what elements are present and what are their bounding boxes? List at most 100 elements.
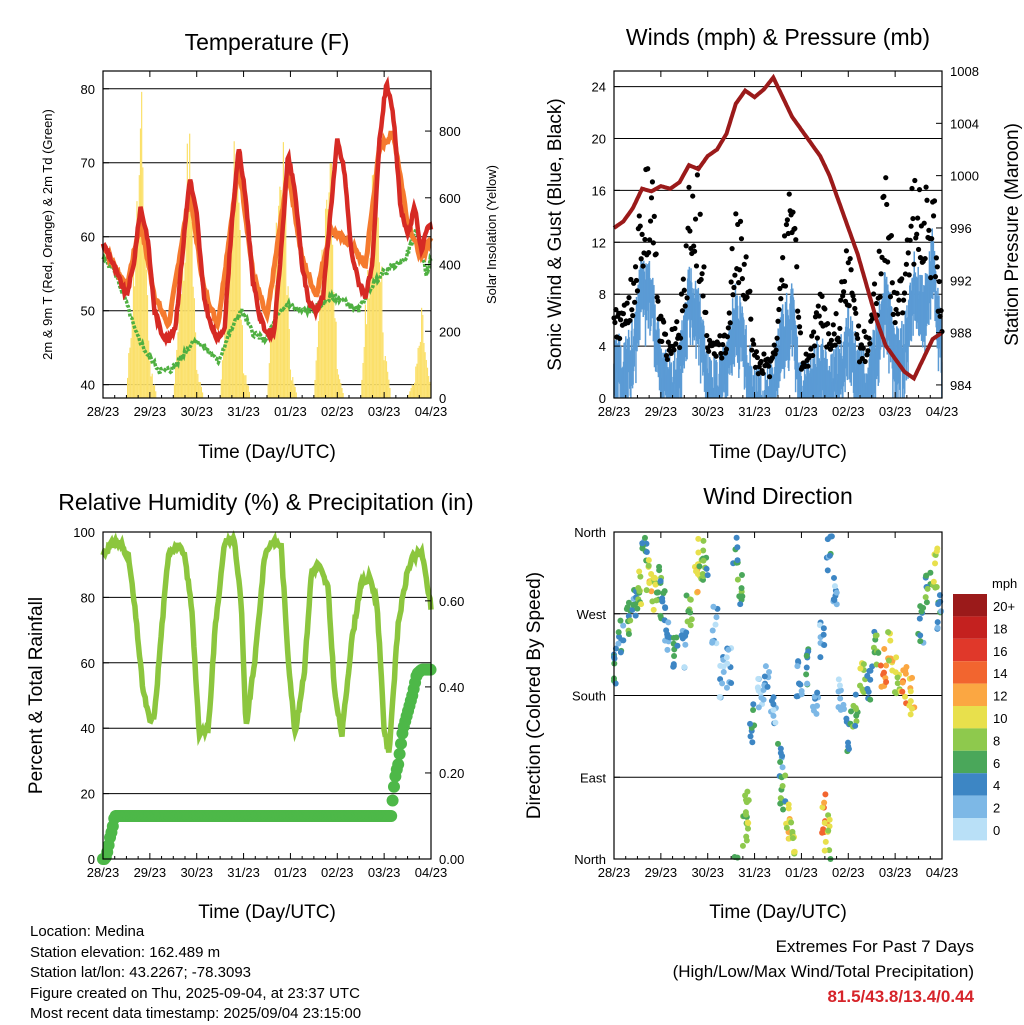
- wind-direction-point: [700, 547, 707, 554]
- chart-title: Wind Direction: [703, 483, 853, 509]
- gust-point: [841, 278, 848, 285]
- wind-direction-point: [617, 649, 624, 656]
- wind-direction-point: [738, 572, 745, 579]
- x-tick-label: 01/23: [274, 865, 307, 880]
- gust-point: [624, 300, 630, 306]
- wind-direction-point: [867, 696, 874, 703]
- gust-point: [845, 260, 851, 266]
- gust-point: [766, 363, 772, 369]
- wind-direction-point: [932, 560, 939, 567]
- wind-direction-point: [710, 603, 717, 610]
- gust-point: [678, 291, 685, 297]
- wind-direction-point: [670, 663, 677, 670]
- wind-direction-point: [924, 585, 931, 592]
- gust-point: [831, 331, 837, 337]
- gust-point: [651, 213, 657, 219]
- gust-point: [899, 276, 905, 282]
- wind-direction-point: [934, 619, 941, 626]
- wind-direction-point: [779, 782, 786, 789]
- gust-point: [628, 276, 634, 283]
- wind-direction-point: [653, 597, 660, 604]
- wind-direction-point: [734, 557, 741, 564]
- gust-point: [724, 334, 730, 340]
- wind-direction-point: [695, 535, 702, 542]
- gust-point: [700, 293, 706, 299]
- wind-direction-point: [744, 819, 751, 826]
- precip-point: [386, 794, 399, 807]
- y2-tick-label: 800: [439, 124, 461, 139]
- gust-point: [900, 310, 906, 316]
- colorbar-label: 12: [993, 689, 1007, 704]
- gust-point: [810, 352, 816, 359]
- wind-direction-point: [789, 835, 796, 842]
- wind-direction-point: [824, 567, 831, 574]
- gust-point: [679, 308, 686, 314]
- wind-direction-point: [826, 816, 833, 823]
- wind-direction-point: [777, 800, 784, 807]
- gust-point: [906, 272, 912, 278]
- wind-direction-point: [887, 637, 894, 644]
- wind-direction-point: [899, 679, 906, 686]
- gust-point: [738, 236, 745, 242]
- y-tick-label: 40: [81, 378, 95, 393]
- gust-point: [911, 261, 917, 267]
- gust-point: [730, 292, 736, 298]
- x-tick-label: 31/23: [738, 404, 771, 419]
- gust-point: [748, 316, 754, 322]
- gust-point: [921, 220, 927, 226]
- extremes-title: Extremes For Past 7 Days: [775, 937, 974, 956]
- gust-point: [634, 288, 641, 294]
- gust-point: [928, 275, 934, 281]
- gust-point: [642, 236, 648, 243]
- wind-direction-point: [770, 701, 777, 708]
- plot-area-1: [611, 73, 945, 398]
- wind-direction-point: [820, 631, 827, 638]
- gust-point: [647, 237, 653, 243]
- gust-point: [750, 337, 756, 343]
- gust-point: [929, 236, 935, 242]
- y-tick-label: 12: [592, 235, 606, 250]
- x-tick-label: 28/23: [87, 404, 120, 419]
- wind-direction-point: [653, 589, 660, 596]
- wind-direction-point: [934, 624, 941, 631]
- x-tick-label: 28/23: [87, 865, 120, 880]
- wind-direction-point: [632, 612, 639, 619]
- wind-direction-point: [826, 847, 833, 854]
- x-tick-label: 31/23: [227, 404, 260, 419]
- wind-direction-point: [813, 710, 820, 717]
- y-tick-label: 50: [81, 304, 95, 319]
- extremes-values: 81.5/43.8/13.4/0.44: [827, 987, 974, 1006]
- wind-direction-point: [918, 608, 925, 615]
- precip-point: [385, 809, 398, 822]
- y2-tick-label: 0.60: [439, 594, 464, 609]
- wind-direction-point: [901, 693, 908, 700]
- gust-point: [861, 328, 867, 334]
- wind-direction-point: [831, 574, 838, 581]
- gust-point: [828, 337, 835, 343]
- gust-point: [637, 223, 643, 229]
- gust-point: [903, 261, 909, 267]
- gust-point: [853, 310, 859, 316]
- wind-direction-point: [750, 701, 757, 708]
- gust-point: [796, 314, 802, 320]
- gust-point: [674, 319, 680, 325]
- y-axis-label: 2m & 9m T (Red, Orange) & 2m Td (Green): [40, 109, 55, 360]
- y-tick-label: North: [574, 525, 606, 540]
- wind-direction-point: [852, 691, 859, 698]
- gust-point: [811, 343, 818, 349]
- y2-tick-label: 0.40: [439, 680, 464, 695]
- wind-direction-point: [657, 577, 664, 584]
- wind-direction-point: [917, 638, 924, 645]
- gust-point: [777, 285, 783, 292]
- x-tick-label: 03/23: [368, 865, 401, 880]
- wind-direction-point: [687, 596, 694, 603]
- gust-point: [723, 346, 730, 352]
- y-tick-label: 100: [73, 525, 95, 540]
- wind-direction-point: [864, 685, 871, 692]
- wind-direction-point: [712, 621, 719, 628]
- wind-direction-point: [891, 689, 898, 696]
- wind-direction-point: [804, 680, 811, 687]
- gust-point: [683, 243, 689, 249]
- colorbar-label: 6: [993, 756, 1000, 771]
- colorbar-swatch: [953, 594, 987, 617]
